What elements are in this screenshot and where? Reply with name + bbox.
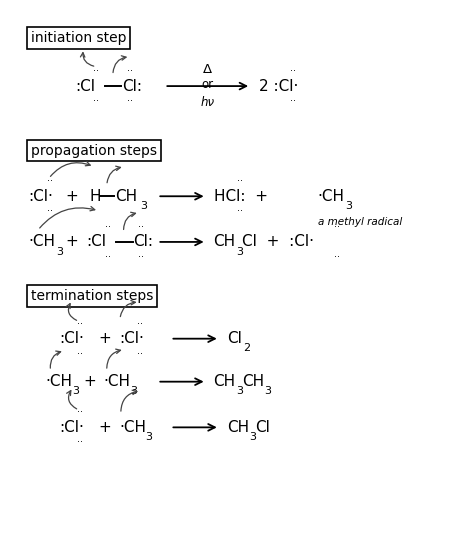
Text: 3: 3 <box>249 432 256 442</box>
Text: ··: ·· <box>334 222 340 232</box>
Text: +: + <box>66 235 79 249</box>
Text: 3: 3 <box>130 387 137 396</box>
Text: Cl:: Cl: <box>122 79 142 93</box>
Text: ·CH: ·CH <box>46 374 73 389</box>
Text: ··: ·· <box>138 252 145 262</box>
Text: 3: 3 <box>140 201 147 211</box>
Text: ··: ·· <box>137 319 143 329</box>
Text: :Cl·: :Cl· <box>119 331 144 346</box>
Text: ··: ·· <box>237 206 243 216</box>
Text: Cl:: Cl: <box>134 235 154 249</box>
Text: :Cl: :Cl <box>75 79 95 93</box>
Text: ··: ·· <box>334 252 340 262</box>
Text: propagation steps: propagation steps <box>31 143 157 157</box>
Text: ·CH: ·CH <box>119 420 146 435</box>
Text: +: + <box>83 374 96 389</box>
Text: ·CH: ·CH <box>28 235 55 249</box>
Text: ··: ·· <box>105 252 111 262</box>
Text: ··: ·· <box>77 349 83 359</box>
Text: ··: ·· <box>46 206 53 216</box>
Text: ··: ·· <box>77 319 83 329</box>
Text: :Cl·: :Cl· <box>59 331 84 346</box>
Text: 2: 2 <box>244 343 251 353</box>
Text: 3: 3 <box>345 201 352 211</box>
Text: CH: CH <box>242 374 264 389</box>
Text: ··: ·· <box>237 176 243 186</box>
Text: initiation step: initiation step <box>31 31 127 45</box>
Text: ··: ·· <box>127 96 133 106</box>
Text: :Cl: :Cl <box>86 235 106 249</box>
Text: 3: 3 <box>72 387 79 396</box>
Text: ··: ·· <box>93 96 100 106</box>
Text: 3: 3 <box>145 432 152 442</box>
Text: Cl: Cl <box>255 420 270 435</box>
Text: ··: ·· <box>127 66 133 76</box>
Text: ··: ·· <box>290 96 296 106</box>
Text: :Cl·: :Cl· <box>59 420 84 435</box>
Text: ··: ·· <box>137 349 143 359</box>
Text: :Cl·: :Cl· <box>28 189 54 204</box>
Text: 3: 3 <box>236 247 243 257</box>
Text: CH: CH <box>214 235 236 249</box>
Text: ··: ·· <box>93 66 100 76</box>
Text: 3: 3 <box>264 387 271 396</box>
Text: CH: CH <box>115 189 137 204</box>
Text: 3: 3 <box>236 387 243 396</box>
Text: ··: ·· <box>290 66 296 76</box>
Text: ··: ·· <box>138 222 145 232</box>
Text: ··: ·· <box>46 176 53 186</box>
Text: ··: ·· <box>77 438 83 447</box>
Text: +: + <box>99 331 111 346</box>
Text: Δ: Δ <box>203 64 212 77</box>
Text: +: + <box>99 420 111 435</box>
Text: HCl:  +: HCl: + <box>214 189 268 204</box>
Text: termination steps: termination steps <box>31 289 153 302</box>
Text: Cl  +  :Cl·: Cl + :Cl· <box>242 235 314 249</box>
Text: 2 :Cl·: 2 :Cl· <box>259 79 299 93</box>
Text: +: + <box>66 189 79 204</box>
Text: CH: CH <box>227 420 249 435</box>
Text: ··: ·· <box>77 407 83 418</box>
Text: or: or <box>201 78 214 91</box>
Text: CH: CH <box>214 374 236 389</box>
Text: Cl: Cl <box>227 331 242 346</box>
Text: ·CH: ·CH <box>318 189 345 204</box>
Text: 3: 3 <box>56 247 63 257</box>
Text: hν: hν <box>201 96 215 109</box>
Text: ·CH: ·CH <box>103 374 130 389</box>
Text: ··: ·· <box>105 222 111 232</box>
Text: H: H <box>90 189 101 204</box>
Text: a methyl radical: a methyl radical <box>318 217 402 227</box>
